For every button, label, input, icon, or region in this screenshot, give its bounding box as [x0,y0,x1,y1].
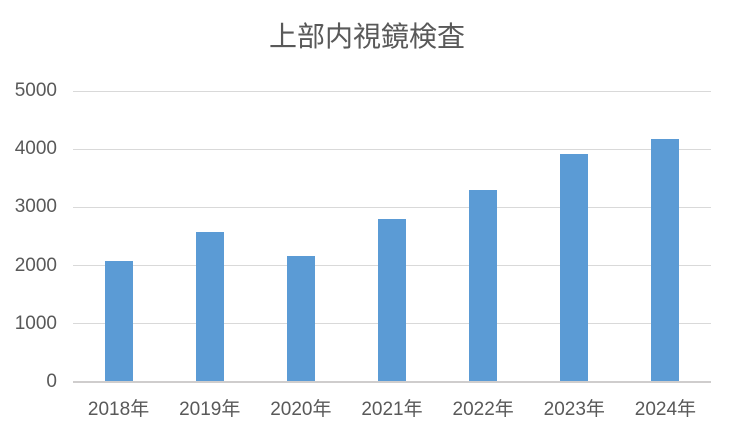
bar-2020年 [286,255,315,381]
y-tick-label: 5000 [14,80,57,101]
y-tick-label: 1000 [14,312,57,334]
y-tick-label: 3000 [14,196,57,218]
x-tick-label: 2023年 [543,399,605,420]
gridline-3000 [73,206,711,208]
x-tick-label: 2018年 [87,399,150,420]
x-axis-line [73,381,711,383]
y-tick-label: 4000 [14,138,57,160]
y-tick-label: 0 [46,371,57,392]
gridline-4000 [73,148,711,150]
gridline-5000 [73,90,711,92]
x-tick-label: 2019年 [179,399,241,420]
bar-2019年 [195,232,224,381]
bar-2018年 [104,261,133,381]
x-tick-label: 2024年 [634,399,697,420]
chart-title: 上部内視鏡検査 [268,21,465,52]
bar-2022年 [469,190,498,381]
bar-2024年 [651,139,680,381]
x-tick-label: 2020年 [270,399,332,420]
y-tick-label: 2000 [14,254,57,276]
bar-2023年 [560,154,589,381]
x-tick-label: 2021年 [361,399,423,420]
plot-area [73,90,711,383]
x-tick-label: 2022年 [452,399,514,420]
bar-2021年 [378,218,406,381]
